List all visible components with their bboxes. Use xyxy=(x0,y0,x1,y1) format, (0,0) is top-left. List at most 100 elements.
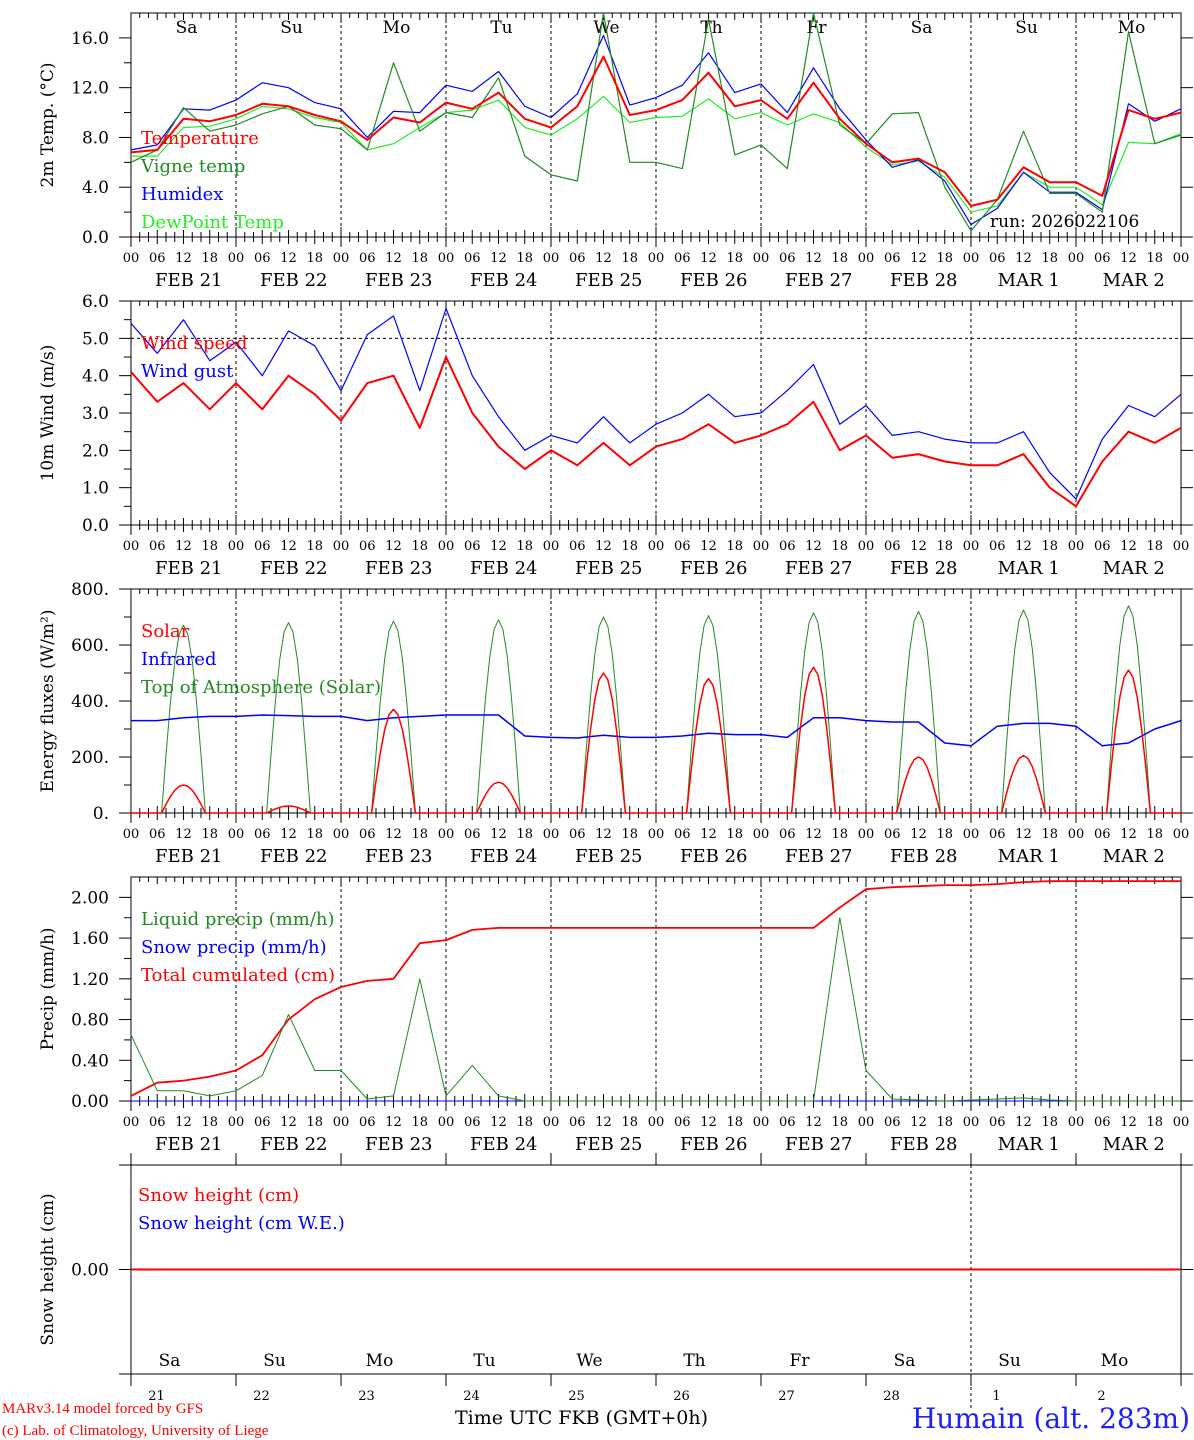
hour-label: 18 xyxy=(411,827,428,842)
date-label: FEB 28 xyxy=(890,558,957,579)
hour-label: 18 xyxy=(516,539,533,554)
hour-label: 12 xyxy=(175,1115,192,1130)
y-tick-label: 0.0 xyxy=(82,516,109,536)
hour-label: 12 xyxy=(175,539,192,554)
hour-label: 06 xyxy=(254,251,271,266)
day-number: 21 xyxy=(148,1389,165,1404)
panel-snow: 21 Sa 22 Su 23 Mo 24 Tu 25 We 26 Th 27 Fr 28 Sa 1 Su 2 Mo 0.… xyxy=(38,1153,1193,1409)
hour-label: 06 xyxy=(989,539,1006,554)
hour-label: 12 xyxy=(1015,827,1032,842)
hour-label: 00 xyxy=(963,251,980,266)
hour-label: 18 xyxy=(201,539,218,554)
series-line-total-cumulated-cm- xyxy=(130,880,1181,1097)
day-name: Sa xyxy=(159,1351,181,1371)
plot-frame xyxy=(130,12,1182,238)
hour-label: 12 xyxy=(175,827,192,842)
series-line-humidex xyxy=(130,34,1182,226)
time-axis-overlap: FKB xyxy=(558,1407,599,1429)
hour-label: 18 xyxy=(516,827,533,842)
hour-label: 00 xyxy=(1068,827,1085,842)
hour-label: 18 xyxy=(1146,539,1163,554)
hour-label: 12 xyxy=(700,539,717,554)
hour-label: 12 xyxy=(385,1115,402,1130)
hour-label: 12 xyxy=(490,827,507,842)
hour-label: 12 xyxy=(490,251,507,266)
hour-label: 06 xyxy=(674,827,691,842)
date-label: FEB 22 xyxy=(260,1134,327,1155)
hour-label: 00 xyxy=(123,251,140,266)
hour-label: 00 xyxy=(438,827,455,842)
hour-label: 06 xyxy=(149,1115,166,1130)
hour-label: 06 xyxy=(884,251,901,266)
hour-label: 18 xyxy=(201,251,218,266)
hour-label: 18 xyxy=(621,251,638,266)
date-label: FEB 25 xyxy=(575,1134,642,1155)
hour-label: 00 xyxy=(123,1115,140,1130)
hour-label: 18 xyxy=(936,1115,953,1130)
day-name: Mo xyxy=(383,18,411,38)
date-label: FEB 25 xyxy=(575,846,642,867)
legend-entry: Top of Atmosphere (Solar) xyxy=(141,677,381,698)
date-label: FEB 26 xyxy=(680,1134,747,1155)
hour-label: 06 xyxy=(149,251,166,266)
hour-label: 12 xyxy=(175,251,192,266)
date-label: FEB 27 xyxy=(785,846,852,867)
day-name: Mo xyxy=(1101,1351,1129,1371)
date-label: FEB 23 xyxy=(365,270,432,291)
date-label: FEB 24 xyxy=(470,558,537,579)
series-line-vigne-temp xyxy=(130,12,1182,232)
hour-label: 12 xyxy=(805,251,822,266)
hour-label: 18 xyxy=(1041,539,1058,554)
hour-label: 00 xyxy=(1173,1115,1190,1130)
hour-label: 06 xyxy=(359,1115,376,1130)
date-label: FEB 24 xyxy=(470,846,537,867)
date-label: MAR 2 xyxy=(1103,1134,1165,1155)
hour-label: 12 xyxy=(595,539,612,554)
hour-label: 06 xyxy=(464,1115,481,1130)
hour-label: 06 xyxy=(989,827,1006,842)
day-number: 23 xyxy=(358,1389,375,1404)
y-tick-label: 3.0 xyxy=(82,404,109,424)
y-tick-label: 2.00 xyxy=(71,888,109,908)
hour-label: 12 xyxy=(805,539,822,554)
hour-label: 00 xyxy=(648,251,665,266)
hour-label: 00 xyxy=(543,1115,560,1130)
hour-label: 00 xyxy=(228,1115,245,1130)
date-label: FEB 26 xyxy=(680,558,747,579)
hour-label: 12 xyxy=(1120,539,1137,554)
date-label: FEB 24 xyxy=(470,1134,537,1155)
hour-label: 18 xyxy=(831,827,848,842)
hour-label: 00 xyxy=(333,251,350,266)
hour-label: 00 xyxy=(963,827,980,842)
series-line-liquid-precip-mm-h- xyxy=(130,917,1181,1102)
hour-label: 00 xyxy=(543,539,560,554)
copyright-credit: (c) Lab. of Climatology, University of L… xyxy=(2,1423,269,1439)
hour-label: 00 xyxy=(1068,1115,1085,1130)
series-line-dewpoint-temp xyxy=(131,95,1182,213)
y-tick-label: 6.0 xyxy=(82,292,109,312)
hour-label: 12 xyxy=(490,539,507,554)
hour-label: 12 xyxy=(595,1115,612,1130)
hour-label: 12 xyxy=(910,827,927,842)
hour-label: 18 xyxy=(306,539,323,554)
hour-label: 00 xyxy=(438,539,455,554)
hour-label: 18 xyxy=(516,1115,533,1130)
hour-label: 06 xyxy=(1094,539,1111,554)
date-label: FEB 28 xyxy=(890,1134,957,1155)
legend-entry: Total cumulated (cm) xyxy=(141,965,335,986)
hour-label: 06 xyxy=(359,827,376,842)
hour-label: 00 xyxy=(648,539,665,554)
date-label: FEB 21 xyxy=(155,270,222,291)
legend-entry: Liquid precip (mm/h) xyxy=(141,909,335,930)
hour-label: 12 xyxy=(280,539,297,554)
date-label: FEB 22 xyxy=(260,558,327,579)
legend-entry: Snow height (cm) xyxy=(138,1185,299,1206)
day-number: 28 xyxy=(883,1389,900,1404)
y-tick-label: 1.20 xyxy=(71,970,109,990)
panel-wind: 00 06 12 18 FEB 21 00 06 12 18 FEB 22 00 06 12 18 FEB … xyxy=(38,292,1193,579)
y-tick-label: 0. xyxy=(93,804,109,824)
hour-label: 18 xyxy=(411,1115,428,1130)
hour-label: 00 xyxy=(1173,251,1190,266)
hour-label: 06 xyxy=(569,251,586,266)
